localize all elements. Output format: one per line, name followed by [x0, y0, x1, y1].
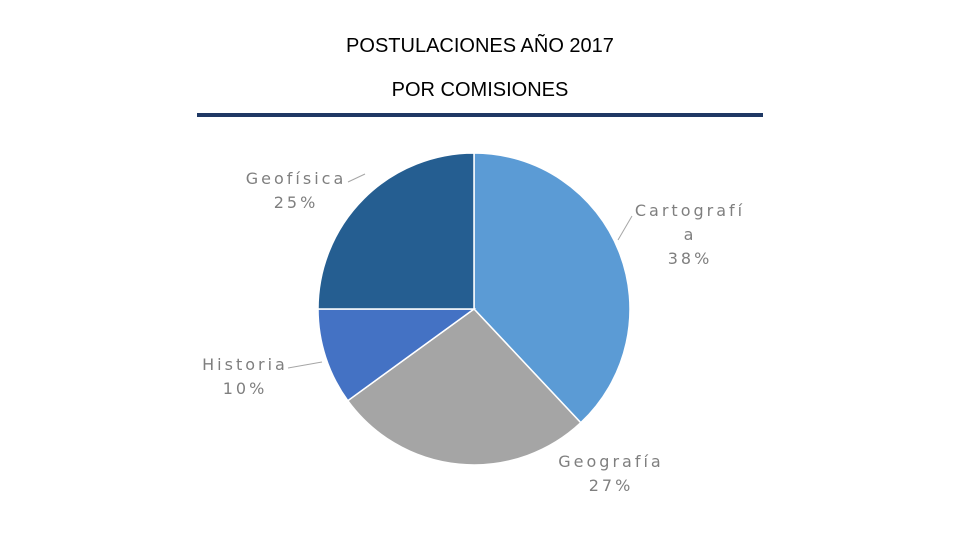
slice-labels: Cartografí a 38% Geografía 27% Historia 10% Geo…: [202, 169, 745, 495]
slice-label-cartografia: Cartografí a 38%: [635, 201, 745, 268]
slice-percent: 10%: [223, 379, 268, 398]
pie-slice-historia: [317, 308, 477, 402]
leader-line-historia: [287, 361, 323, 369]
slice-name: Historia: [202, 355, 288, 374]
pie-slice-geografia: [346, 308, 582, 466]
chart-subtitle: POR COMISIONES: [391, 79, 569, 101]
slice-percent: 25%: [274, 193, 319, 212]
leader-line-geofisica: [347, 173, 366, 183]
slice-label-geografia: Geografía 27%: [558, 452, 663, 495]
pie-slices: [317, 152, 631, 466]
leader-lines: [287, 173, 633, 369]
leader-line-cartografia: [617, 215, 633, 241]
slice-percent: 27%: [589, 476, 634, 495]
slice-label-geofisica: Geofísica 25%: [246, 169, 347, 212]
slice-name: Geofísica: [246, 169, 347, 188]
pie-slice-cartografia: [473, 152, 631, 424]
slice-name: a: [684, 225, 697, 244]
slice-label-historia: Historia 10%: [202, 355, 288, 398]
slice-name: Geografía: [558, 452, 663, 471]
slice-percent: 38%: [668, 249, 713, 268]
title-underline: [197, 113, 763, 117]
pie-slice-geofisica: [317, 152, 475, 310]
slice-name: Cartografí: [635, 201, 745, 220]
chart-title: POSTULACIONES AÑO 2017: [346, 35, 614, 57]
